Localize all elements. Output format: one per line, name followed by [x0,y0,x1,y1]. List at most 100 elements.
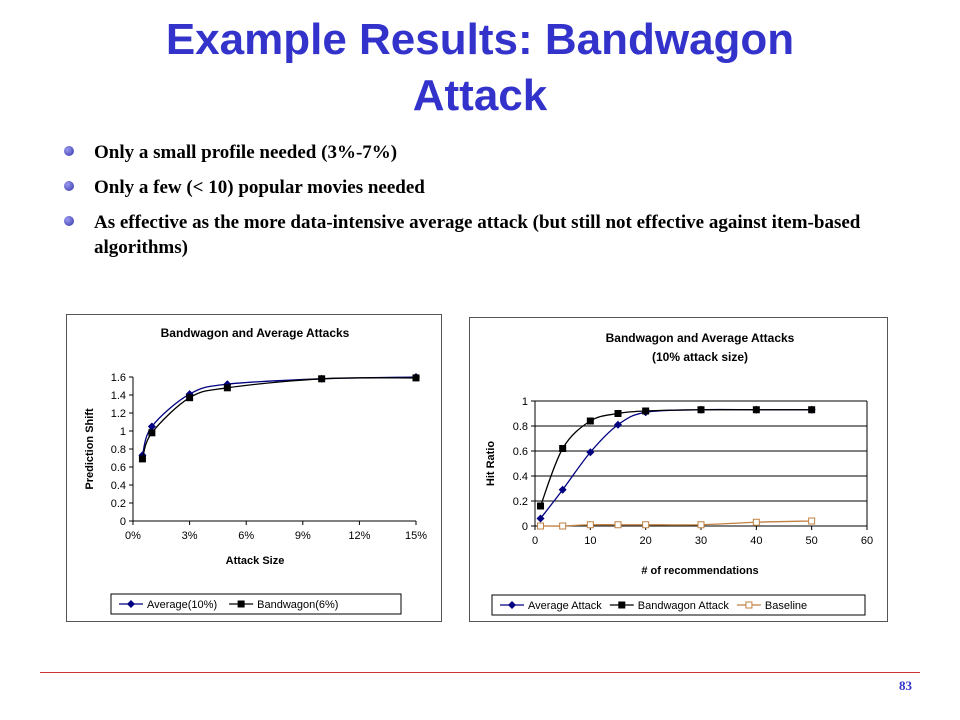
x-tick-label: 9% [295,530,311,542]
data-point [586,521,594,529]
x-tick-label: 15% [405,530,427,542]
chart-title: Bandwagon and Average Attacks [606,331,795,345]
legend-marker [508,601,516,609]
data-point [614,420,622,429]
data-point [586,448,595,457]
chart-legend [491,594,866,616]
legend-label: Average(10%) [147,599,217,611]
legend-marker [618,601,626,609]
y-tick-label: 0.2 [111,498,126,510]
legend-label: Bandwagon Attack [638,600,730,612]
y-axis-label: Hit Ratio [485,441,497,487]
data-point [147,422,156,431]
legend-marker [745,601,753,609]
bullet-text: Only a few (< 10) popular movies needed [94,177,425,198]
x-tick-label: 0 [532,535,538,547]
data-point [614,521,622,529]
data-point [697,406,705,414]
y-tick-label: 1.6 [111,372,126,384]
y-tick-label: 0.8 [111,444,126,456]
hit-ratio-chart: Bandwagon and Average Attacks (10% attack… [469,317,888,622]
series-bandwagon-attack [537,406,816,510]
x-tick-label: 6% [238,530,254,542]
x-axis-label: # of recommendations [641,565,758,577]
y-tick-label: 0.4 [111,480,126,492]
x-tick-label: 40 [750,535,762,547]
y-tick-label: 0.8 [513,421,528,433]
bullet-dot-icon [64,216,74,226]
chart-title: Bandwagon and Average Attacks [161,326,350,340]
bullet-text: As effective as the more data-intensive … [94,212,861,258]
x-axis-label: Attack Size [226,555,285,567]
slide-title: Example Results: Bandwagon Attack [0,12,960,124]
page-number: 83 [899,678,912,693]
data-point [138,455,146,463]
y-tick-label: 0.4 [513,471,528,483]
prediction-shift-chart-svg: Bandwagon and Average Attacks 0% 3% 6% 9% 12%… [84,326,427,615]
series-line [539,409,812,507]
y-tick-label: 0.6 [111,462,126,474]
bullet-list: Only a small profile needed (3%-7%) Only… [62,140,892,270]
data-point [559,445,567,452]
y-tick-label: 0 [522,521,528,533]
y-tick-label: 1 [120,426,126,438]
bullet-item: Only a few (< 10) popular movies needed [62,175,892,200]
data-point [586,417,594,425]
data-point [808,406,816,414]
x-tick-label: 10 [584,535,596,547]
x-tick-label: 50 [806,535,818,547]
x-tick-label: 20 [640,535,652,547]
hit-ratio-chart-svg: Bandwagon and Average Attacks (10% attack… [485,331,873,616]
legend-label: Bandwagon(6%) [257,599,338,611]
data-point [186,394,194,402]
series-line [141,377,417,460]
x-tick-label: 3% [182,530,198,542]
data-point [642,521,650,529]
bullet-item: Only a small profile needed (3%-7%) [62,140,892,165]
series-average-10 [138,373,420,460]
y-tick-label: 1.4 [111,390,126,402]
y-tick-label: 0.6 [513,446,528,458]
slide-title-line-1: Example Results: Bandwagon [165,15,795,64]
y-tick-label: 0 [120,516,126,528]
data-point [752,406,760,414]
slide-title-line-2: Attack [412,71,548,120]
bullet-dot-icon [64,146,74,156]
series-line [540,520,812,527]
chart-subtitle: (10% attack size) [652,350,748,364]
data-point [614,410,622,417]
series-bandwagon-6 [138,374,420,463]
x-tick-label: 30 [695,535,707,547]
bullet-dot-icon [64,181,74,191]
footer-divider [40,672,920,673]
x-tick-label: 60 [861,535,873,547]
series-baseline [537,517,816,530]
bullet-item: As effective as the more data-intensive … [62,210,892,260]
data-point [559,522,567,530]
data-point [148,429,156,437]
series-average-attack [536,405,816,523]
legend-label: Average Attack [528,600,602,612]
bullet-text: Only a small profile needed (3%-7%) [94,142,398,163]
y-tick-label: 0.2 [513,496,528,508]
chart-legend [110,593,402,615]
data-point [537,502,545,510]
data-point [537,522,545,530]
data-point [318,375,326,383]
data-point [642,407,650,415]
y-tick-label: 1 [522,396,528,408]
y-axis-label: Prediction Shift [84,408,96,490]
x-tick-label: 0% [125,530,141,542]
series-line [141,376,417,456]
legend-marker [237,600,245,608]
prediction-shift-chart: Bandwagon and Average Attacks 0% 3% 6% 9% 12%… [66,314,442,622]
data-point [223,384,231,392]
data-point [752,518,760,526]
data-point [536,514,545,523]
legend-marker [127,600,135,608]
data-point [558,485,567,494]
data-point [412,374,420,382]
x-tick-label: 12% [348,530,370,542]
data-point [697,521,705,529]
data-point [808,517,816,525]
